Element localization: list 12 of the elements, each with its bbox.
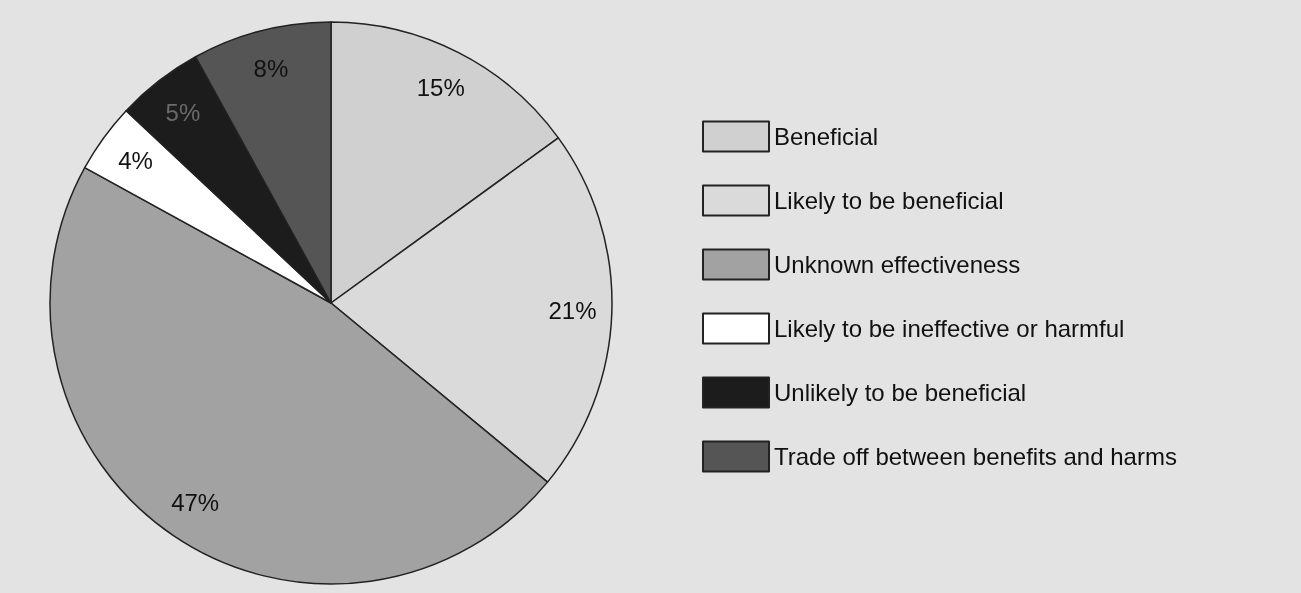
- legend-label: Likely to be beneficial: [774, 187, 1004, 214]
- legend-label: Trade off between benefits and harms: [774, 443, 1177, 470]
- data-label: 47%: [171, 489, 220, 517]
- legend-label: Unknown effectiveness: [774, 251, 1021, 278]
- legend-label: Unlikely to be beneficial: [774, 379, 1027, 406]
- data-label: 15%: [416, 74, 465, 102]
- legend-label: Likely to be ineffective or harmful: [774, 315, 1125, 342]
- data-label: 4%: [118, 147, 153, 175]
- data-label: 8%: [253, 55, 289, 83]
- data-label: 21%: [548, 297, 597, 325]
- legend-label: Beneficial: [774, 123, 879, 150]
- data-label: 5%: [165, 98, 201, 126]
